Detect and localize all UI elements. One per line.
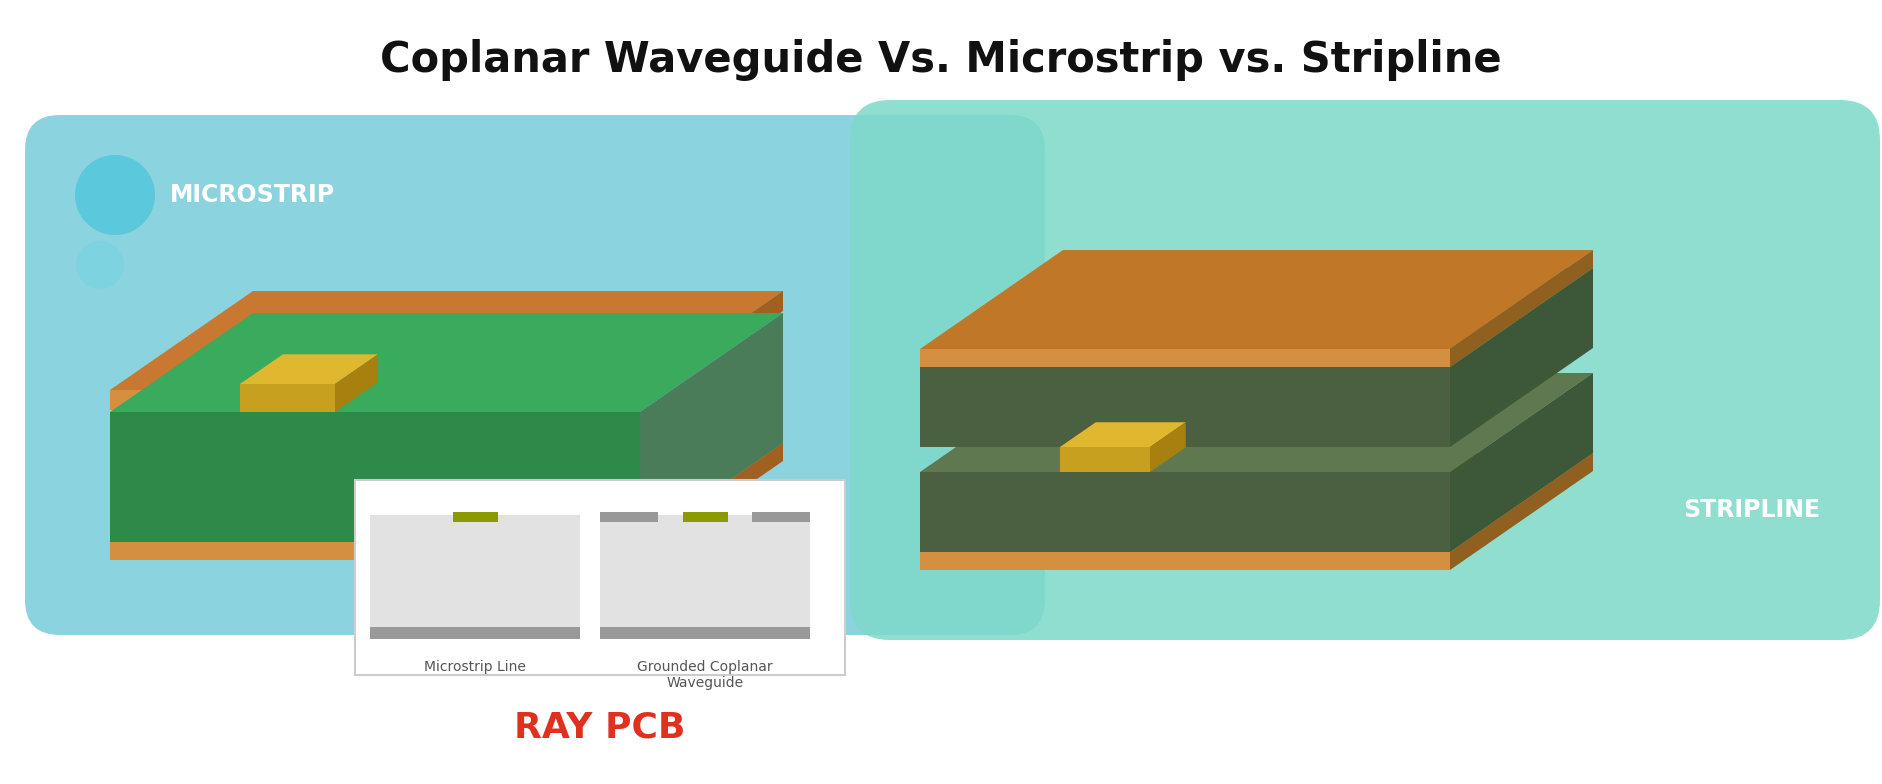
Polygon shape (920, 552, 1449, 570)
Polygon shape (1060, 423, 1186, 447)
Polygon shape (920, 268, 1592, 367)
Polygon shape (109, 291, 783, 390)
Polygon shape (640, 291, 783, 410)
Bar (600, 515, 809, 630)
Bar (454, 512, 499, 522)
Polygon shape (1150, 423, 1186, 472)
Bar (371, 515, 580, 630)
Polygon shape (335, 354, 378, 412)
Polygon shape (1449, 373, 1592, 552)
Bar (371, 627, 580, 639)
Polygon shape (1060, 447, 1150, 472)
Polygon shape (109, 412, 640, 542)
Text: RAY PCB: RAY PCB (514, 711, 685, 745)
Polygon shape (920, 373, 1592, 472)
Polygon shape (920, 250, 1592, 349)
Text: Coplanar Waveguide Vs. Microstrip vs. Stripline: Coplanar Waveguide Vs. Microstrip vs. St… (380, 39, 1502, 81)
Polygon shape (920, 349, 1449, 367)
FancyBboxPatch shape (24, 115, 1045, 635)
Text: MICROSTRIP: MICROSTRIP (169, 183, 335, 207)
Polygon shape (109, 443, 783, 542)
Text: Microstrip Line: Microstrip Line (423, 660, 525, 674)
Bar (600, 512, 659, 522)
Polygon shape (640, 313, 783, 542)
Bar (356, 480, 845, 675)
Polygon shape (920, 453, 1592, 552)
Text: Grounded Coplanar
Waveguide: Grounded Coplanar Waveguide (638, 660, 774, 690)
Bar (683, 512, 728, 522)
Polygon shape (109, 313, 783, 412)
Polygon shape (109, 390, 640, 410)
Bar (753, 512, 809, 522)
Ellipse shape (75, 155, 154, 235)
Polygon shape (1449, 250, 1592, 367)
Polygon shape (640, 443, 783, 560)
Bar (356, 480, 845, 675)
Text: STRIPLINE: STRIPLINE (1683, 498, 1820, 522)
Polygon shape (109, 542, 640, 560)
Polygon shape (241, 354, 378, 384)
Polygon shape (920, 472, 1449, 552)
Polygon shape (1449, 453, 1592, 570)
Polygon shape (920, 367, 1449, 447)
FancyBboxPatch shape (851, 100, 1880, 640)
Polygon shape (241, 384, 335, 412)
Bar (600, 627, 809, 639)
Ellipse shape (75, 241, 124, 289)
Polygon shape (1449, 268, 1592, 447)
